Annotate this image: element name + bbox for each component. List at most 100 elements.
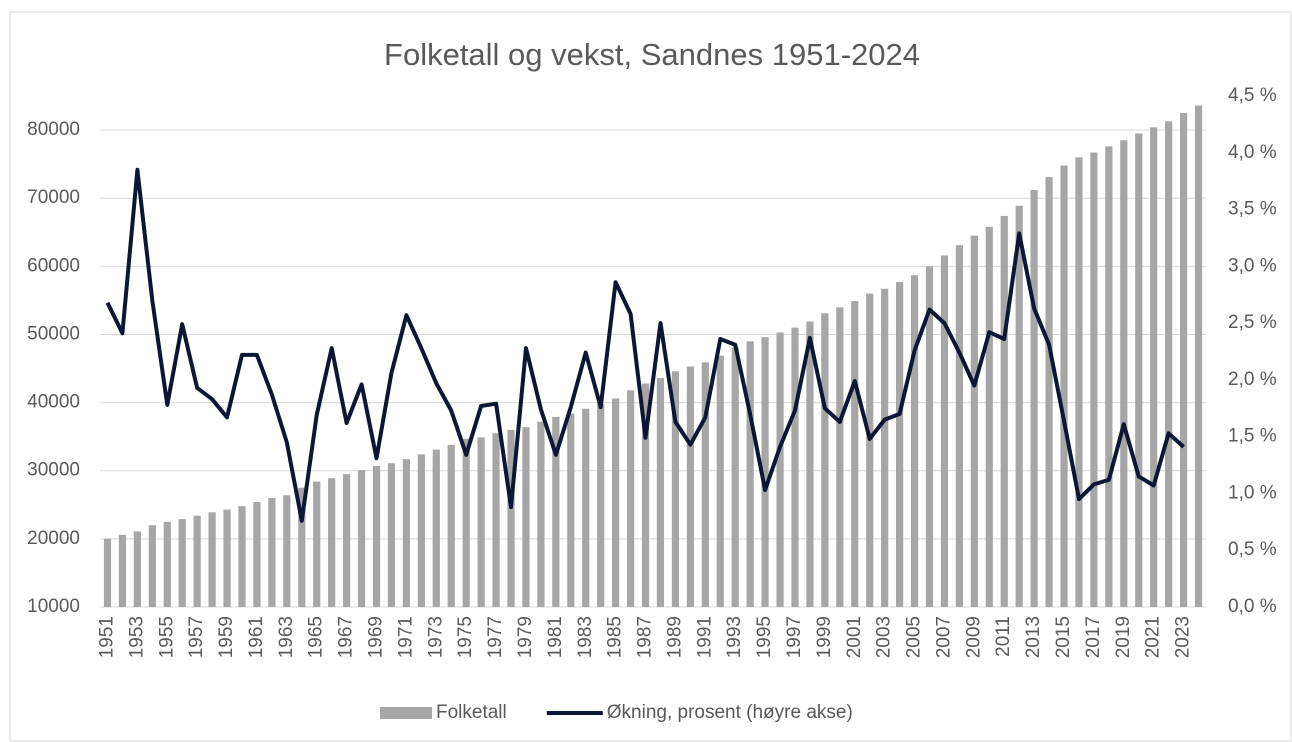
y2-tick-label: 4,5 % bbox=[1228, 85, 1277, 106]
x-tick-label: 1995 bbox=[754, 616, 775, 658]
bar bbox=[477, 437, 485, 607]
x-tick-label: 1969 bbox=[366, 616, 387, 658]
x-tick-label: 1985 bbox=[605, 616, 626, 658]
bar bbox=[507, 429, 515, 607]
bar bbox=[313, 481, 321, 607]
bar bbox=[462, 438, 470, 607]
bar bbox=[537, 421, 545, 607]
bar bbox=[656, 378, 665, 607]
bar bbox=[163, 521, 171, 607]
x-tick-label: 1959 bbox=[216, 616, 237, 658]
bar bbox=[178, 519, 186, 607]
x-tick-label: 1953 bbox=[126, 616, 147, 658]
bar bbox=[1194, 105, 1203, 607]
x-tick-label: 2013 bbox=[1023, 616, 1044, 658]
bar bbox=[716, 355, 724, 607]
bar bbox=[1090, 152, 1098, 607]
x-tick-label: 2011 bbox=[993, 616, 1014, 657]
bar bbox=[567, 413, 575, 607]
bar bbox=[731, 347, 739, 607]
bar bbox=[761, 337, 769, 607]
x-tick-label: 1979 bbox=[515, 616, 536, 658]
y-tick-label: 60000 bbox=[27, 255, 80, 276]
bar bbox=[1075, 157, 1083, 607]
bar bbox=[641, 383, 650, 607]
legend-label: Økning, prosent (høyre akse) bbox=[607, 702, 853, 723]
bar bbox=[1045, 177, 1053, 607]
bar bbox=[492, 433, 500, 607]
x-tick-label: 1999 bbox=[814, 616, 835, 658]
y2-tick-label: 1,5 % bbox=[1228, 426, 1277, 447]
bar bbox=[806, 321, 814, 607]
bar bbox=[776, 332, 784, 607]
x-tick-label: 1951 bbox=[96, 616, 117, 658]
x-tick-label: 1955 bbox=[156, 616, 177, 658]
y-tick-label: 30000 bbox=[27, 460, 80, 481]
x-tick-label: 1963 bbox=[276, 616, 297, 658]
x-tick-label: 1967 bbox=[336, 616, 357, 658]
bar bbox=[253, 502, 261, 607]
legend-swatch bbox=[380, 707, 432, 719]
bar bbox=[1105, 146, 1113, 607]
bar bbox=[148, 525, 156, 607]
bar bbox=[402, 459, 410, 607]
bar bbox=[1000, 215, 1008, 607]
x-tick-label: 2019 bbox=[1113, 616, 1134, 658]
x-tick-label: 1981 bbox=[545, 616, 566, 658]
bar bbox=[985, 226, 993, 608]
chart-title: Folketall og vekst, Sandnes 1951-2024 bbox=[384, 37, 920, 72]
bar bbox=[103, 538, 112, 607]
y-tick-label: 10000 bbox=[27, 596, 80, 617]
x-tick-label: 2015 bbox=[1053, 616, 1074, 658]
x-tick-label: 1961 bbox=[246, 616, 267, 658]
y2-tick-label: 0,5 % bbox=[1228, 539, 1277, 560]
bar bbox=[343, 474, 351, 607]
y2-tick-label: 1,0 % bbox=[1228, 482, 1277, 503]
bar bbox=[447, 444, 455, 607]
bar bbox=[118, 534, 127, 607]
bar bbox=[746, 341, 754, 607]
y2-tick-label: 0,0 % bbox=[1228, 596, 1277, 617]
y-tick-label: 40000 bbox=[27, 392, 80, 413]
bar bbox=[1150, 127, 1158, 607]
x-tick-label: 1977 bbox=[485, 616, 506, 658]
y2-tick-label: 2,5 % bbox=[1228, 312, 1277, 333]
bar bbox=[372, 465, 381, 607]
x-tick-label: 2003 bbox=[874, 616, 895, 658]
x-tick-label: 1991 bbox=[694, 616, 715, 658]
y-tick-label: 70000 bbox=[27, 187, 80, 208]
x-tick-label: 1997 bbox=[784, 616, 805, 658]
bar bbox=[432, 449, 440, 607]
y-tick-label: 80000 bbox=[27, 119, 80, 140]
bar bbox=[1060, 165, 1068, 607]
bar bbox=[626, 390, 635, 607]
y2-tick-label: 4,0 % bbox=[1228, 142, 1277, 163]
y-tick-label: 20000 bbox=[27, 528, 80, 549]
line bbox=[105, 167, 1185, 523]
bar bbox=[940, 255, 949, 607]
legend-label: Folketall bbox=[436, 702, 507, 723]
bar bbox=[417, 454, 425, 607]
bar bbox=[1165, 121, 1173, 607]
bar bbox=[1030, 190, 1038, 608]
bar bbox=[597, 403, 605, 607]
bar bbox=[1015, 205, 1023, 607]
bar bbox=[133, 531, 141, 607]
x-tick-label: 2005 bbox=[904, 616, 925, 658]
x-tick-label: 1983 bbox=[575, 616, 596, 658]
y-tick-label: 50000 bbox=[27, 323, 80, 344]
bar bbox=[193, 515, 201, 607]
bar bbox=[552, 416, 560, 607]
bar bbox=[791, 327, 799, 607]
x-tick-label: 1987 bbox=[635, 616, 656, 658]
bar bbox=[821, 313, 829, 607]
y2-tick-label: 3,0 % bbox=[1228, 255, 1277, 276]
bar bbox=[223, 509, 231, 607]
x-tick-label: 1989 bbox=[664, 616, 685, 658]
bar bbox=[970, 235, 978, 607]
x-tick-label: 2007 bbox=[933, 616, 954, 658]
x-tick-label: 2017 bbox=[1083, 616, 1104, 658]
bar bbox=[896, 282, 904, 607]
bar bbox=[925, 266, 934, 607]
